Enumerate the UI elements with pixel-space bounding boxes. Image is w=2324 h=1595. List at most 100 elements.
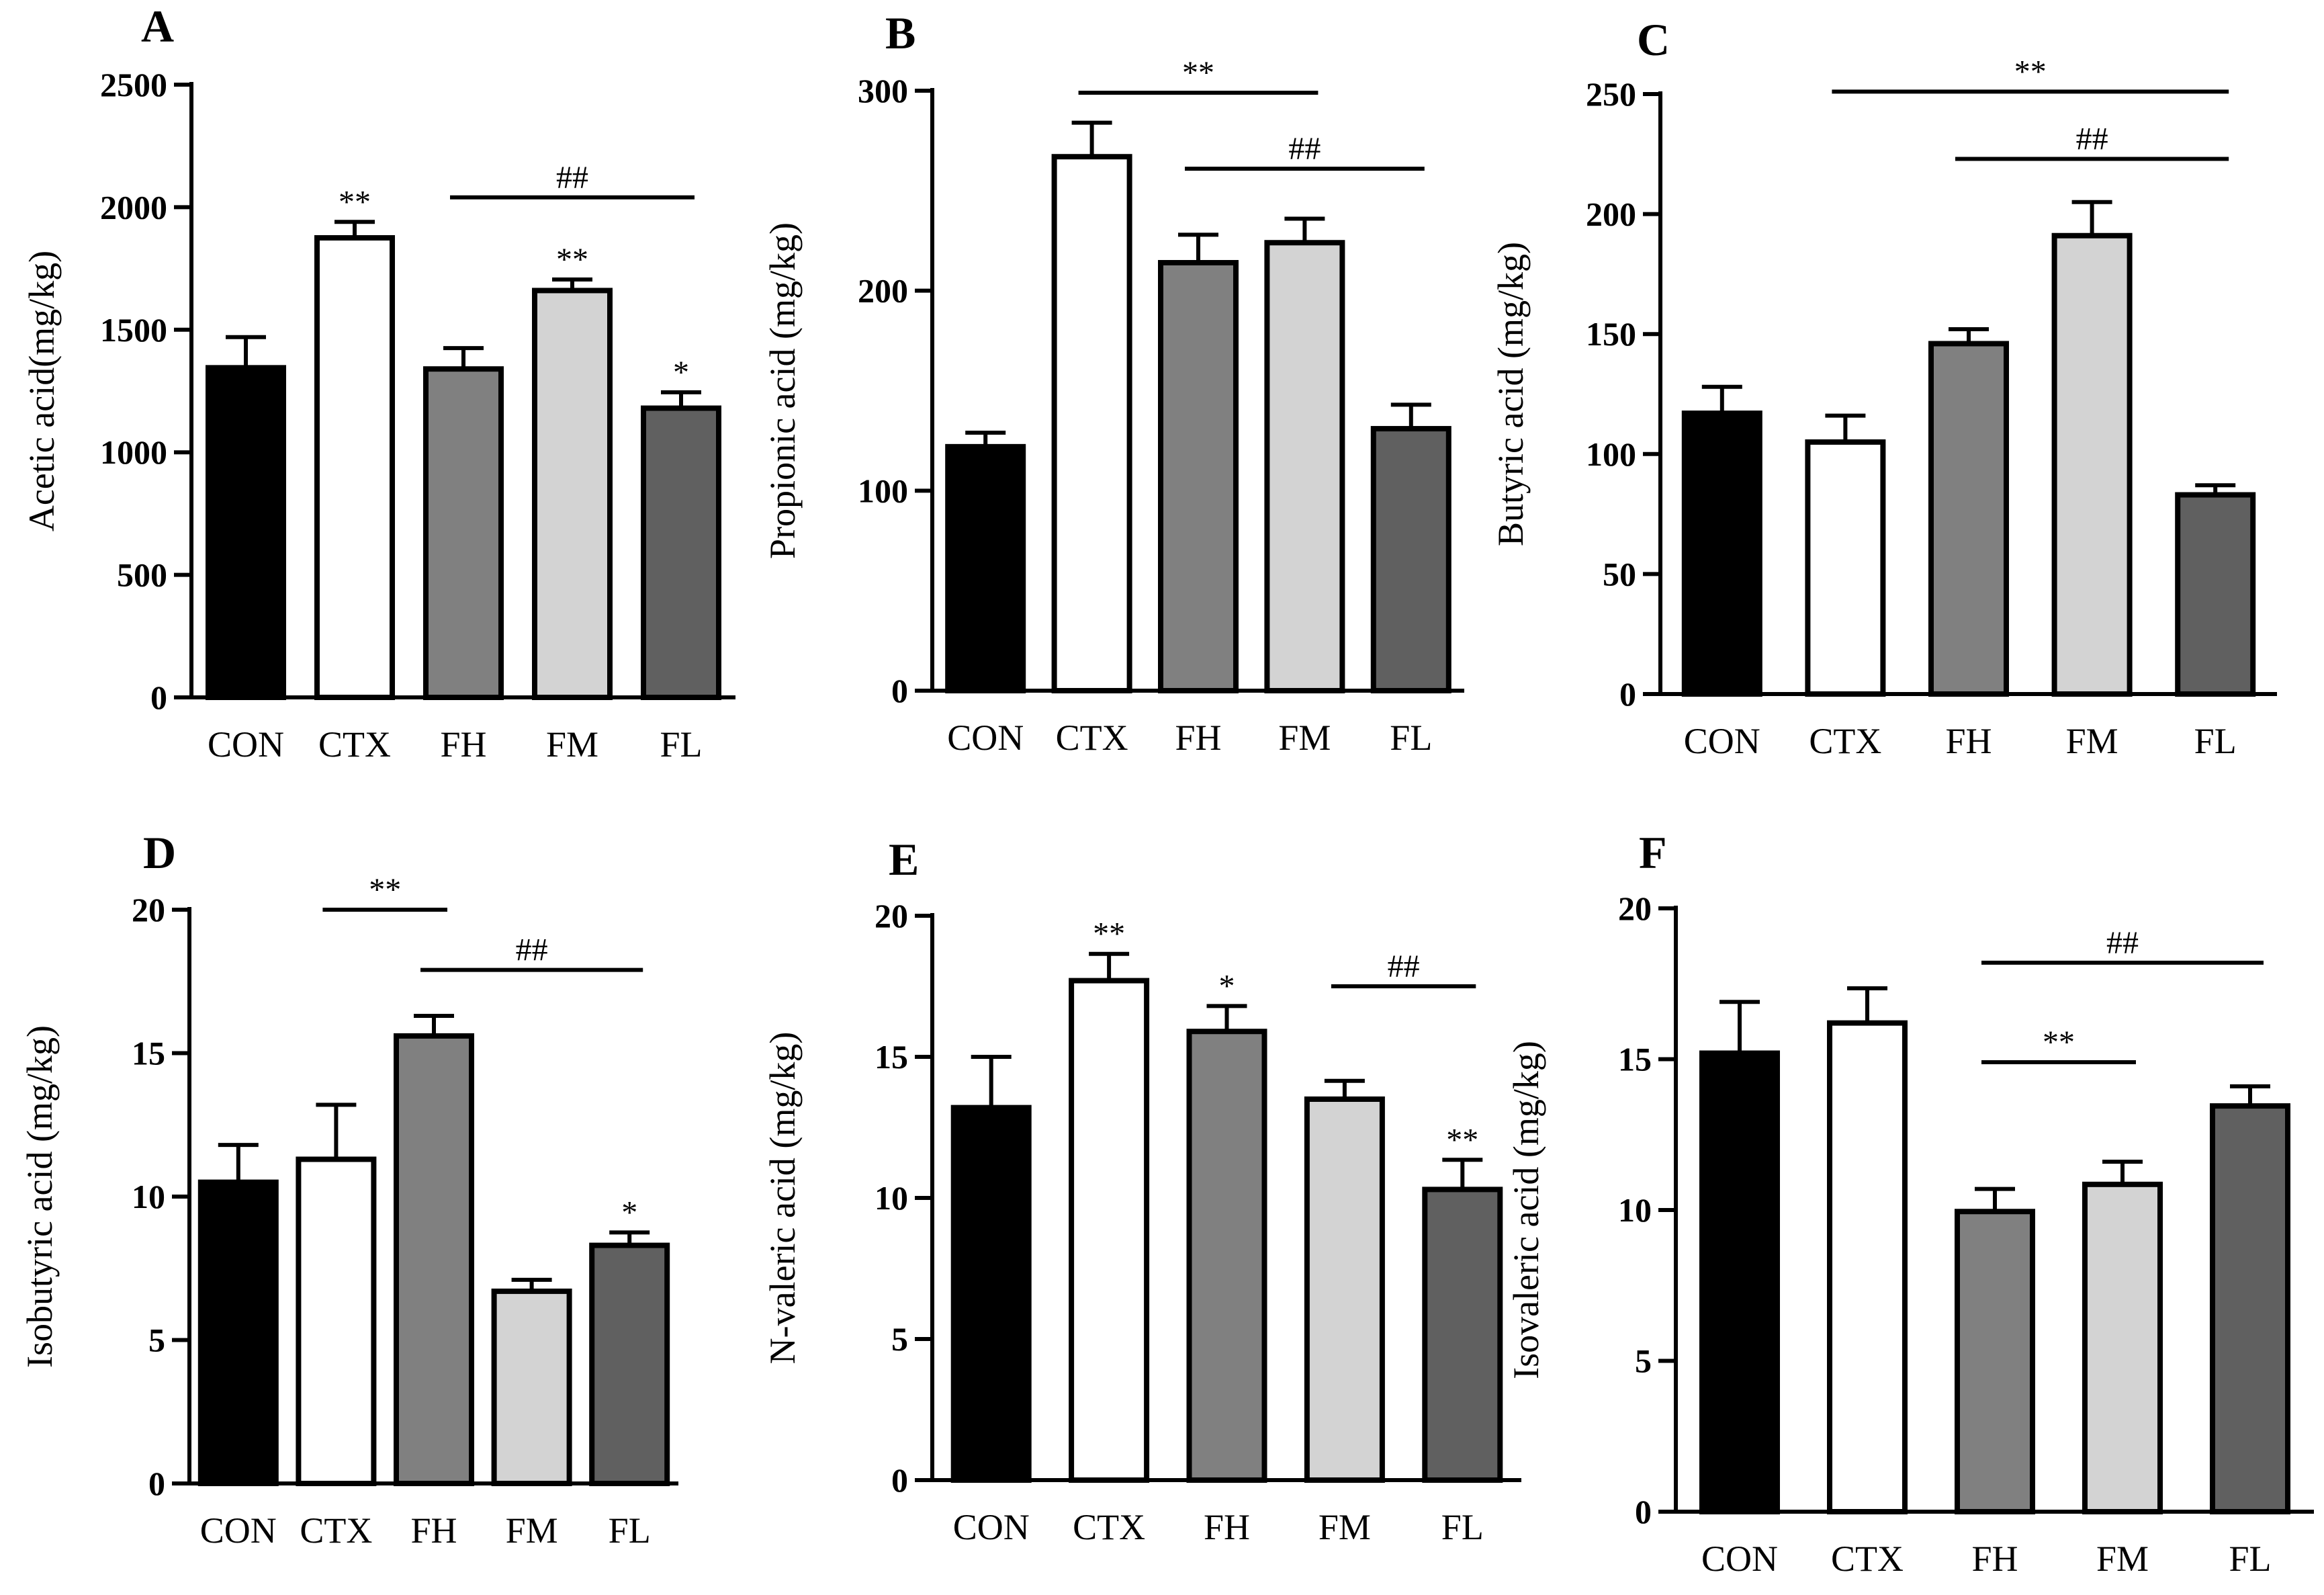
y-tick-label: 200 [1586,196,1636,233]
x-tick-label: CTX [318,724,391,765]
y-tick-label: 0 [1635,1493,1652,1531]
y-axis-title: Isovaleric acid (mg/kg) [1506,1041,1546,1379]
bar-con [206,365,286,700]
y-tick-label: 100 [858,472,908,509]
y-tick-label: 250 [1586,75,1636,113]
y-tick-label: 2500 [100,66,167,103]
panel-letter: A [141,1,174,52]
x-tick-label: CTX [1056,718,1128,758]
y-axis-title: Propionic acid (mg/kg) [762,222,803,559]
comparison-label: ** [1182,55,1214,91]
chart-panel-d: D 0 5 10 15 20 Isobutyric acid (mg/kg) CON CTX FH… [19,827,678,1551]
bar-fl [1422,1187,1503,1483]
x-tick-label: FL [2194,721,2237,761]
bar-ctx [314,235,395,700]
y-tick-label: 0 [1619,675,1636,713]
comparison-label: ** [369,872,401,908]
comparison-label: ## [2076,121,2108,157]
comparison-label: ## [2106,925,2139,961]
x-tick-label: FL [609,1510,651,1551]
significance-mark: ** [339,184,371,220]
panel-letter: F [1639,827,1667,878]
y-tick-label: 15 [875,1038,908,1076]
x-tick-label: FM [1319,1507,1371,1547]
y-tick-label: 10 [875,1179,908,1217]
chart-panel-e: E 0 5 10 15 20 N-valeric acid (mg/kg) CON CTX FH F… [762,834,1521,1547]
x-tick-label: CON [200,1510,277,1551]
x-tick-label: FH [1204,1507,1250,1547]
x-tick-label: FH [1175,718,1221,758]
bar-fh [1955,1209,2035,1514]
y-tick-label: 5 [1635,1342,1652,1380]
y-tick-label: 100 [1586,435,1636,473]
panel-letter: B [885,7,915,58]
y-tick-label: 0 [891,672,908,709]
bar-fm [1264,240,1345,693]
bar-fl [1370,426,1451,693]
significance-mark: ** [1093,916,1125,952]
x-tick-label: FM [1278,718,1331,758]
bar-con [945,443,1026,693]
x-tick-label: FH [440,724,486,765]
y-tick-label: 500 [117,556,167,594]
y-tick-label: 15 [132,1035,165,1072]
panel-letter: E [889,834,919,885]
y-axis-title: Acetic acid(mg/kg) [21,251,62,531]
bar-fl [589,1242,670,1486]
comparison-label: ## [1288,131,1321,167]
bar-ctx [1051,154,1132,694]
x-tick-label: CON [947,718,1024,758]
y-tick-label: 1500 [100,311,167,349]
bar-ctx [1805,439,1886,697]
y-tick-label: 50 [1603,555,1636,593]
bar-fm [2082,1181,2163,1514]
x-tick-label: FM [2066,721,2118,761]
x-tick-label: FL [1390,718,1432,758]
y-tick-label: 15 [1618,1041,1652,1078]
x-tick-label: FM [506,1510,558,1551]
bar-con [1681,411,1762,697]
bar-ctx [1069,978,1150,1483]
bar-fh [1158,259,1239,693]
significance-mark: * [1219,968,1235,1004]
comparison-label: ** [2043,1025,2075,1060]
y-tick-label: 20 [875,897,908,935]
bar-fh [394,1033,474,1486]
panel-letter: C [1637,14,1670,65]
comparison-label: ## [556,160,588,196]
bar-fl [2210,1103,2290,1514]
x-tick-label: FH [1945,721,1992,761]
x-tick-label: FM [2096,1539,2149,1579]
chart-panel-a: A 0 500 1000 1500 2000 2500 Acetic acid(mg/kg) C… [21,1,735,765]
bar-fh [1928,341,2009,697]
chart-panel-c: C 0 50 100 150 200 250 Butyric acid (mg/kg) CON C… [1490,14,2277,761]
y-tick-label: 300 [858,72,908,110]
y-tick-label: 150 [1586,315,1636,353]
bar-fh [423,366,504,701]
y-axis-title: Butyric acid (mg/kg) [1490,242,1531,546]
y-tick-label: 1000 [100,433,167,471]
bar-ctx [296,1156,377,1486]
comparison-label: ## [1388,949,1420,984]
y-tick-label: 10 [1618,1191,1652,1229]
x-tick-label: CTX [1831,1539,1904,1579]
x-tick-label: CON [953,1507,1030,1547]
x-tick-label: CTX [300,1510,372,1551]
y-tick-label: 5 [891,1320,908,1358]
y-tick-label: 20 [132,891,165,929]
x-tick-label: FH [1971,1539,2018,1579]
y-tick-label: 10 [132,1178,165,1215]
bar-fm [491,1288,572,1487]
bar-fm [532,288,613,700]
x-tick-label: CTX [1809,721,1881,761]
bar-ctx [1827,1020,1908,1514]
chart-panel-f: F 0 5 10 15 20 Isovaleric acid (mg/kg) CON CTX FH… [1506,827,2314,1579]
x-tick-label: FL [660,724,702,765]
comparison-label: ** [2014,54,2047,89]
x-tick-label: CON [1701,1539,1778,1579]
significance-mark: ** [1446,1122,1478,1158]
x-tick-label: FM [546,724,598,765]
x-tick-label: FH [410,1510,457,1551]
x-tick-label: FL [1441,1507,1484,1547]
